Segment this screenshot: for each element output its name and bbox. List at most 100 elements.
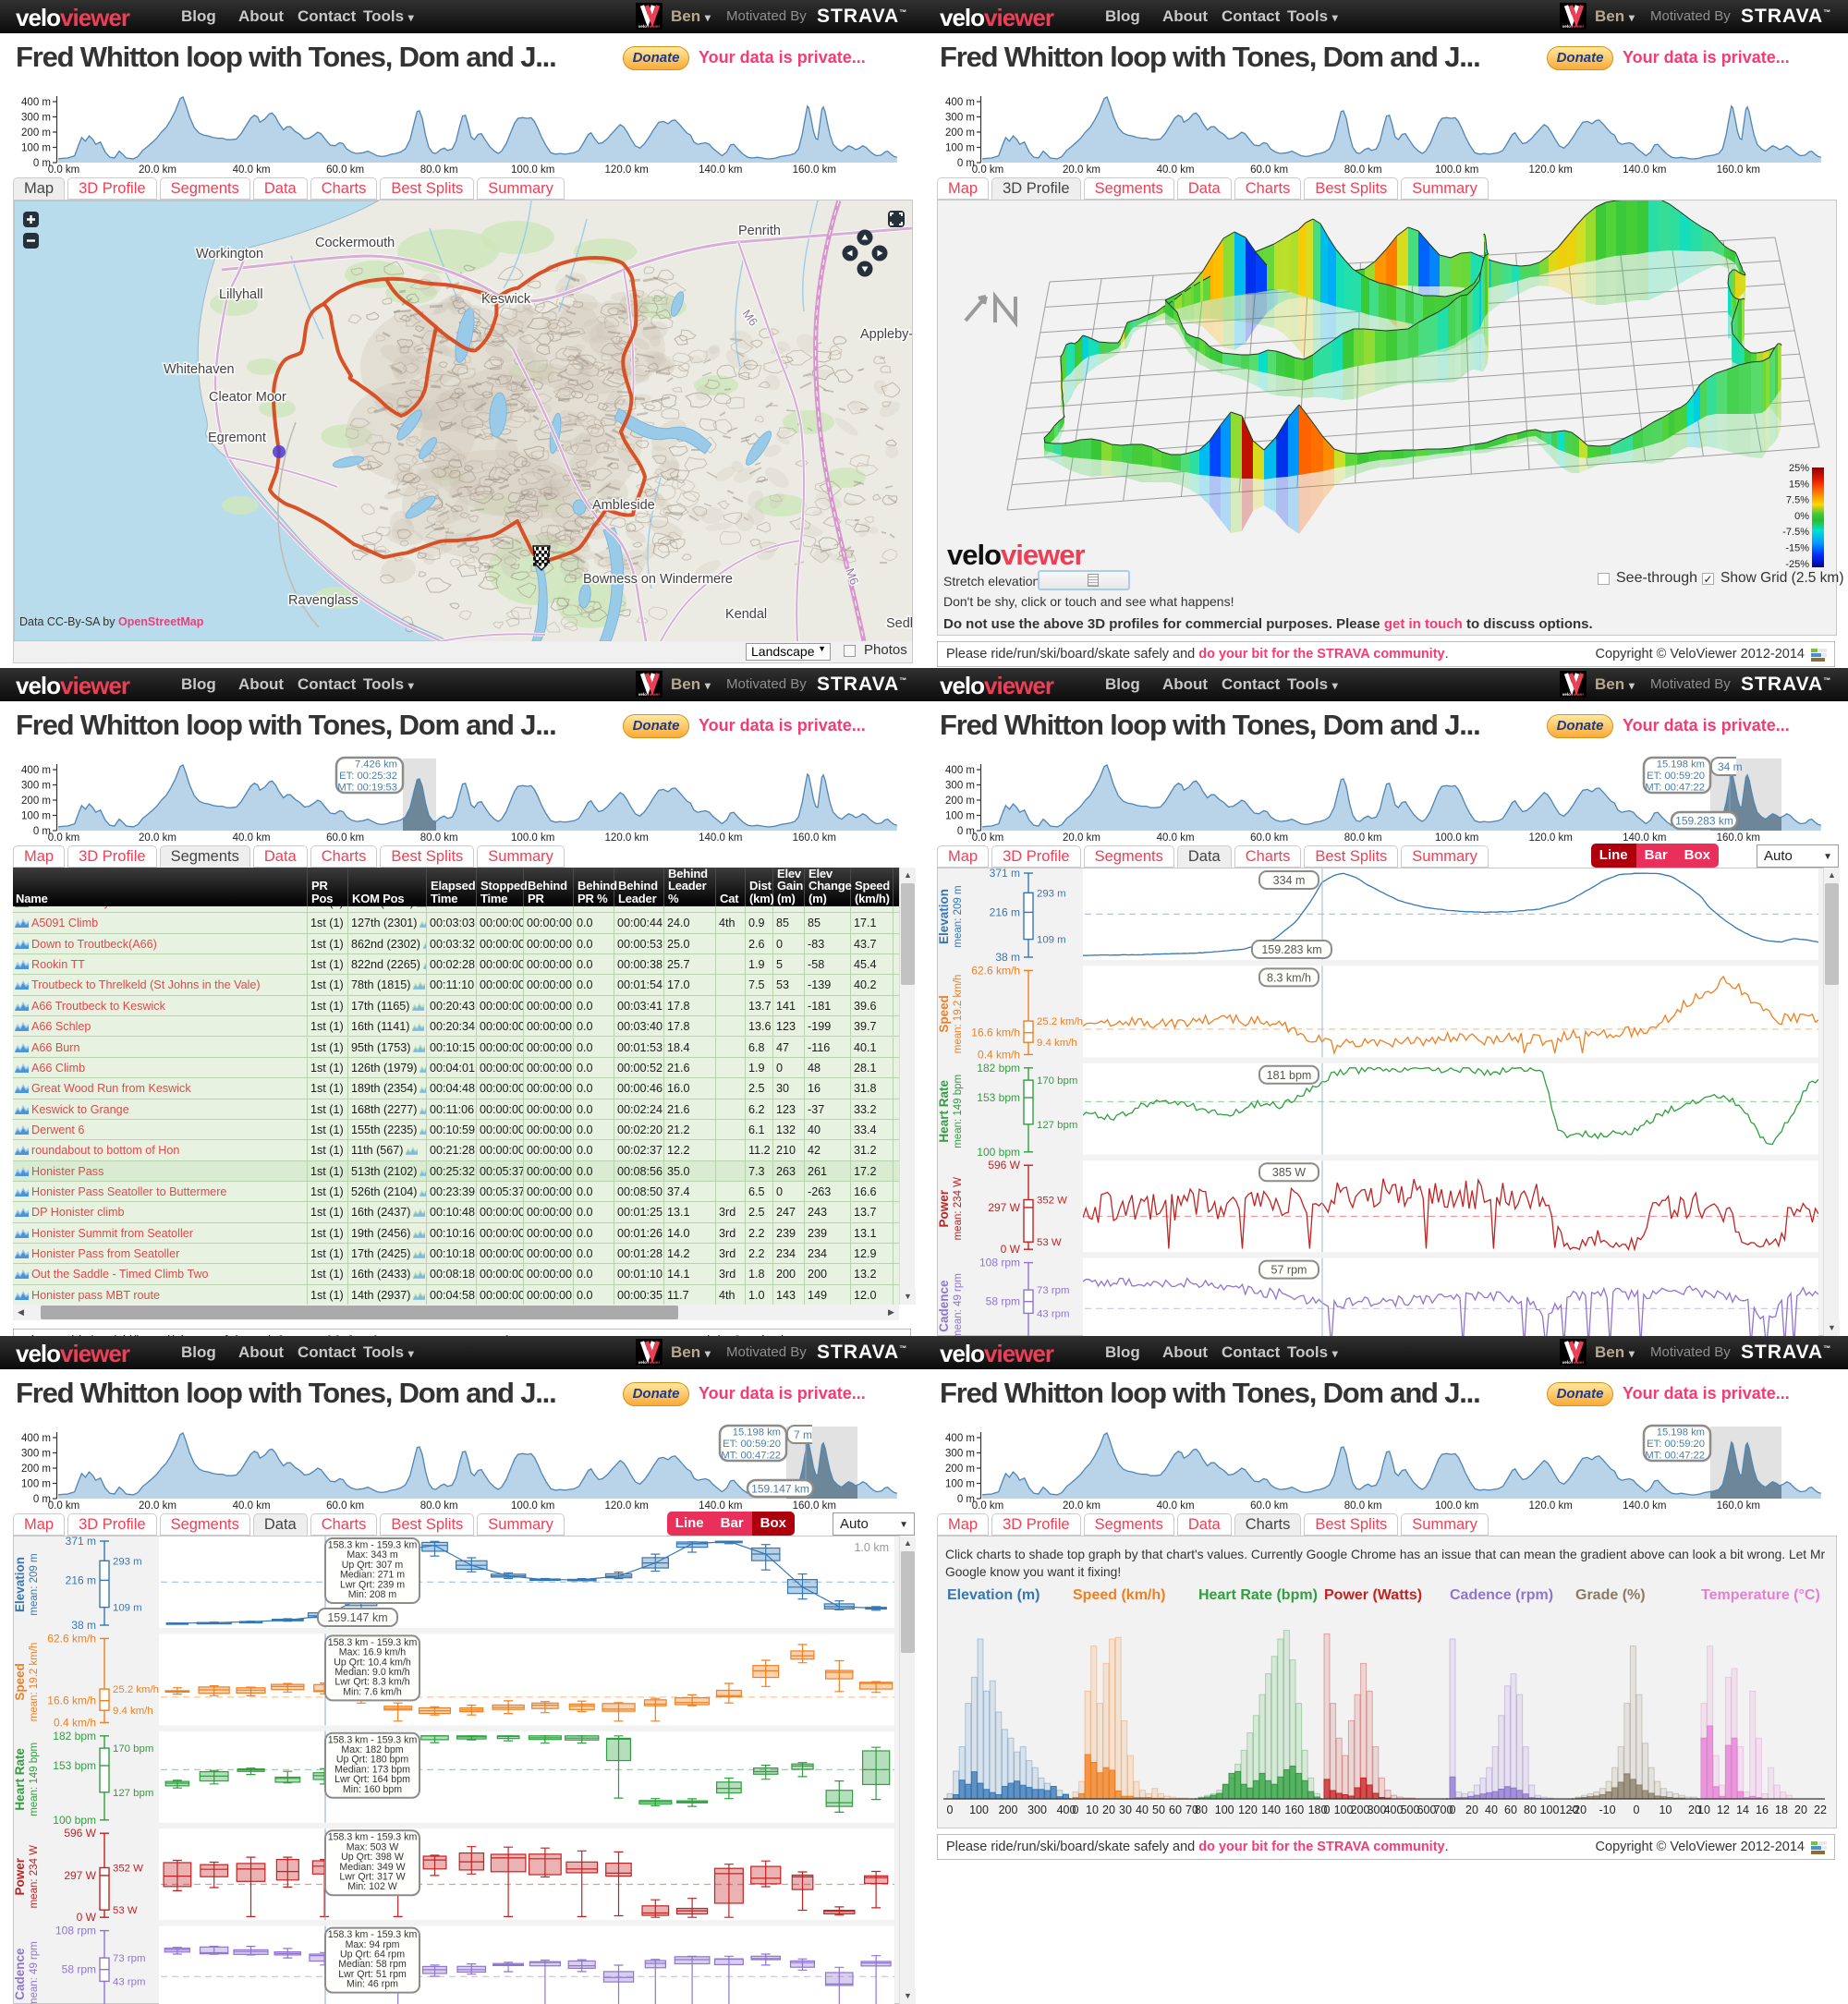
svg-text:216 m: 216 m xyxy=(66,1573,96,1586)
svg-text:Max: 94 rpm: Max: 94 rpm xyxy=(346,1939,400,1950)
svg-text:160.0 km: 160.0 km xyxy=(793,832,836,844)
svg-text:60: 60 xyxy=(1169,1804,1182,1816)
svg-text:0: 0 xyxy=(947,1804,954,1816)
svg-text:160: 160 xyxy=(1284,1804,1304,1816)
svg-text:100 bpm: 100 bpm xyxy=(53,1814,96,1827)
svg-text:9.4 km/h: 9.4 km/h xyxy=(113,1706,153,1717)
svg-text:140.0 km: 140.0 km xyxy=(699,164,742,176)
svg-text:120: 120 xyxy=(1238,1804,1258,1816)
svg-text:40.0 km: 40.0 km xyxy=(233,832,271,844)
svg-text:140.0 km: 140.0 km xyxy=(699,1500,742,1512)
svg-text:Max: 343 m: Max: 343 m xyxy=(346,1549,398,1561)
svg-text:0: 0 xyxy=(1450,1804,1456,1816)
svg-text:0: 0 xyxy=(1324,1804,1331,1816)
svg-text:M6: M6 xyxy=(843,566,861,587)
svg-text:0.4 km/h: 0.4 km/h xyxy=(54,1716,96,1729)
svg-text:ET: 00:59:20: ET: 00:59:20 xyxy=(1647,1439,1705,1450)
svg-text:73 rpm: 73 rpm xyxy=(1037,1285,1069,1296)
svg-text:158.3 km - 159.3 km: 158.3 km - 159.3 km xyxy=(328,1637,418,1648)
svg-text:158.3 km - 159.3 km: 158.3 km - 159.3 km xyxy=(328,1734,418,1745)
svg-text:200 m: 200 m xyxy=(945,128,975,139)
svg-text:Heart Rate: Heart Rate xyxy=(937,1080,951,1143)
svg-text:20: 20 xyxy=(1465,1804,1478,1816)
svg-text:160.0 km: 160.0 km xyxy=(1717,832,1760,844)
svg-text:400 m: 400 m xyxy=(21,1433,51,1444)
svg-text:140.0 km: 140.0 km xyxy=(1623,832,1666,844)
svg-text:109 m: 109 m xyxy=(113,1603,142,1614)
svg-text:Lwr Qrt: 317 W: Lwr Qrt: 317 W xyxy=(339,1872,405,1883)
svg-text:100 m: 100 m xyxy=(21,811,51,822)
svg-text:10: 10 xyxy=(1660,1804,1672,1816)
svg-text:70: 70 xyxy=(1185,1804,1198,1816)
svg-text:120.0 km: 120.0 km xyxy=(1529,1500,1573,1512)
svg-text:40.0 km: 40.0 km xyxy=(1157,164,1195,176)
svg-text:181 bpm: 181 bpm xyxy=(1267,1069,1312,1082)
svg-text:216 m: 216 m xyxy=(990,905,1020,918)
svg-text:16: 16 xyxy=(1756,1804,1769,1816)
svg-text:Up Qrt: 307 m: Up Qrt: 307 m xyxy=(342,1560,404,1571)
svg-text:9.4 km/h: 9.4 km/h xyxy=(1037,1038,1077,1049)
svg-text:veloviewer: veloviewer xyxy=(638,692,661,697)
svg-text:170 bpm: 170 bpm xyxy=(113,1743,153,1755)
svg-text:80.0 km: 80.0 km xyxy=(1344,1500,1382,1512)
svg-text:7.426 km: 7.426 km xyxy=(355,759,397,770)
svg-text:Median: 9.0 km/h: Median: 9.0 km/h xyxy=(334,1667,409,1678)
svg-text:Max: 16.9 km/h: Max: 16.9 km/h xyxy=(339,1647,407,1658)
svg-text:20: 20 xyxy=(1102,1804,1115,1816)
svg-text:MT: 00:47:22: MT: 00:47:22 xyxy=(1645,1451,1705,1462)
svg-text:371 m: 371 m xyxy=(990,868,1020,880)
svg-text:Keswick: Keswick xyxy=(481,292,531,307)
svg-text:80.0 km: 80.0 km xyxy=(420,164,458,176)
svg-text:20.0 km: 20.0 km xyxy=(1063,832,1100,844)
svg-text:Elevation: Elevation xyxy=(13,1557,27,1612)
svg-text:Max: 503 W: Max: 503 W xyxy=(346,1841,399,1852)
svg-text:297 W: 297 W xyxy=(64,1869,96,1882)
svg-text:Cockermouth: Cockermouth xyxy=(315,236,395,250)
svg-text:20: 20 xyxy=(1794,1804,1807,1816)
svg-text:-7.5%: -7.5% xyxy=(1782,527,1809,538)
svg-text:80.0 km: 80.0 km xyxy=(1344,164,1382,176)
svg-text:300 m: 300 m xyxy=(21,781,51,792)
svg-text:200 m: 200 m xyxy=(21,128,51,139)
svg-text:400 m: 400 m xyxy=(945,765,975,776)
svg-text:158.3 km - 159.3 km: 158.3 km - 159.3 km xyxy=(328,1540,418,1551)
svg-text:0.0 km: 0.0 km xyxy=(972,832,1004,844)
svg-text:34 m: 34 m xyxy=(1718,760,1743,773)
svg-text:160.0 km: 160.0 km xyxy=(793,164,836,176)
svg-text:43 rpm: 43 rpm xyxy=(1037,1308,1069,1319)
svg-text:159.147 km: 159.147 km xyxy=(327,1611,387,1624)
svg-text:100.0 km: 100.0 km xyxy=(1435,1500,1478,1512)
svg-text:158.3 km - 159.3 km: 158.3 km - 159.3 km xyxy=(328,1929,418,1940)
svg-text:Up Qrt: 64 rpm: Up Qrt: 64 rpm xyxy=(340,1949,405,1961)
svg-text:371 m: 371 m xyxy=(66,1536,96,1548)
svg-text:400 m: 400 m xyxy=(945,97,975,108)
svg-text:127 bpm: 127 bpm xyxy=(1037,1120,1077,1131)
svg-text:158.3 km - 159.3 km: 158.3 km - 159.3 km xyxy=(328,1832,418,1843)
svg-text:140.0 km: 140.0 km xyxy=(699,832,742,844)
svg-text:MT: 00:47:22: MT: 00:47:22 xyxy=(1645,783,1705,794)
svg-text:400 m: 400 m xyxy=(21,765,51,776)
svg-text:334 m: 334 m xyxy=(1273,874,1306,887)
svg-text:Heart Rate: Heart Rate xyxy=(13,1748,27,1811)
svg-text:57 rpm: 57 rpm xyxy=(1271,1264,1307,1277)
svg-text:Egremont: Egremont xyxy=(208,431,266,445)
svg-text:0.0 km: 0.0 km xyxy=(972,164,1004,176)
svg-text:-15%: -15% xyxy=(1785,543,1809,554)
svg-text:15.198 km: 15.198 km xyxy=(733,1427,781,1438)
svg-text:153 bpm: 153 bpm xyxy=(53,1759,96,1772)
svg-text:0.0 km: 0.0 km xyxy=(48,1500,80,1512)
svg-text:15.198 km: 15.198 km xyxy=(1657,1427,1705,1438)
svg-text:Ambleside: Ambleside xyxy=(592,498,655,513)
svg-text:53 W: 53 W xyxy=(1037,1237,1062,1248)
svg-text:mean: 209 m: mean: 209 m xyxy=(953,885,964,947)
svg-text:MT: 00:47:22: MT: 00:47:22 xyxy=(721,1451,781,1462)
svg-text:Median: 173 bpm: Median: 173 bpm xyxy=(334,1764,410,1775)
svg-text:100.0 km: 100.0 km xyxy=(511,164,554,176)
svg-text:109 m: 109 m xyxy=(1037,935,1066,946)
svg-text:Workington: Workington xyxy=(196,247,263,261)
svg-text:300 m: 300 m xyxy=(945,1449,975,1460)
svg-text:Data CC-By-SA by OpenStreetMap: Data CC-By-SA by OpenStreetMap xyxy=(19,615,204,628)
svg-text:60: 60 xyxy=(1504,1804,1517,1816)
svg-text:Up Qrt: 10.4 km/h: Up Qrt: 10.4 km/h xyxy=(334,1657,411,1668)
svg-text:20.0 km: 20.0 km xyxy=(1063,164,1100,176)
